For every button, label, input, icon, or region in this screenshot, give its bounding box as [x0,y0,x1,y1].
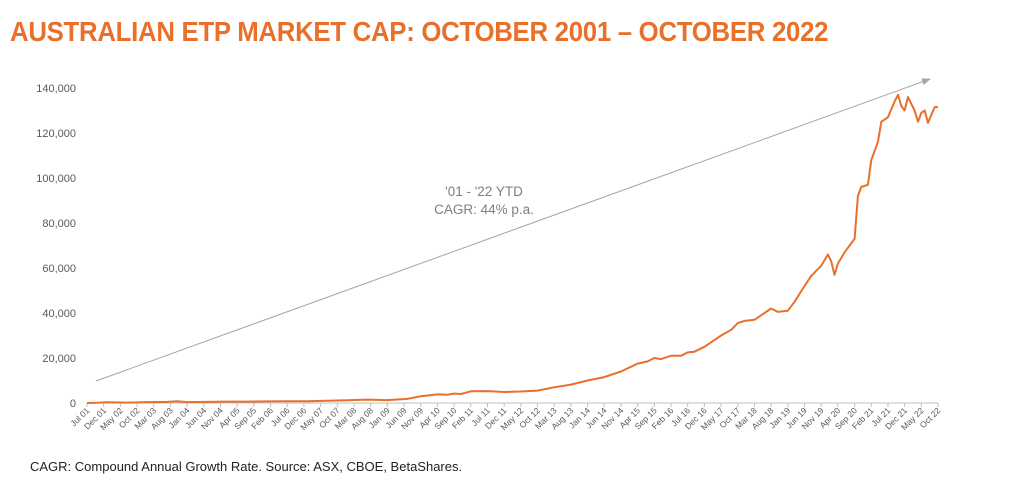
y-tick-label: 100,000 [36,173,76,185]
y-tick-label: 20,000 [42,353,76,365]
trend-arrow [95,78,931,382]
y-tick-label: 40,000 [42,308,76,320]
y-tick-label: 120,000 [36,128,76,140]
source-footnote: CAGR: Compound Annual Growth Rate. Sourc… [30,459,463,474]
series-line-market-cap [86,93,938,404]
y-tick-label: 140,000 [36,83,76,95]
page-title: AUSTRALIAN ETP MARKET CAP: OCTOBER 2001 … [10,16,829,47]
y-axis: 0 20,000 40,000 60,000 80,000 100,000 120,000 1… [36,83,76,410]
annotation-period: '01 - '22 YTD [445,184,523,199]
y-tick-label: 80,000 [42,218,76,230]
y-tick-label: 0 [70,398,76,410]
y-tick-label: 60,000 [42,263,76,275]
annotation-cagr: CAGR: 44% p.a. [434,202,534,217]
